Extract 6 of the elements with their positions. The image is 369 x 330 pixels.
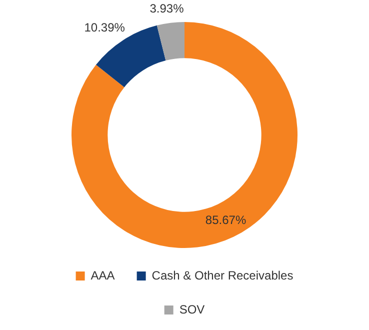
data-label: 10.39% (84, 20, 126, 35)
data-label: 3.93% (150, 1, 184, 16)
data-label: 85.67% (205, 212, 246, 227)
legend-label: SOV (179, 302, 205, 316)
legend-label: AAA (90, 268, 115, 282)
legend-label: Cash & Other Receivables (152, 268, 294, 282)
